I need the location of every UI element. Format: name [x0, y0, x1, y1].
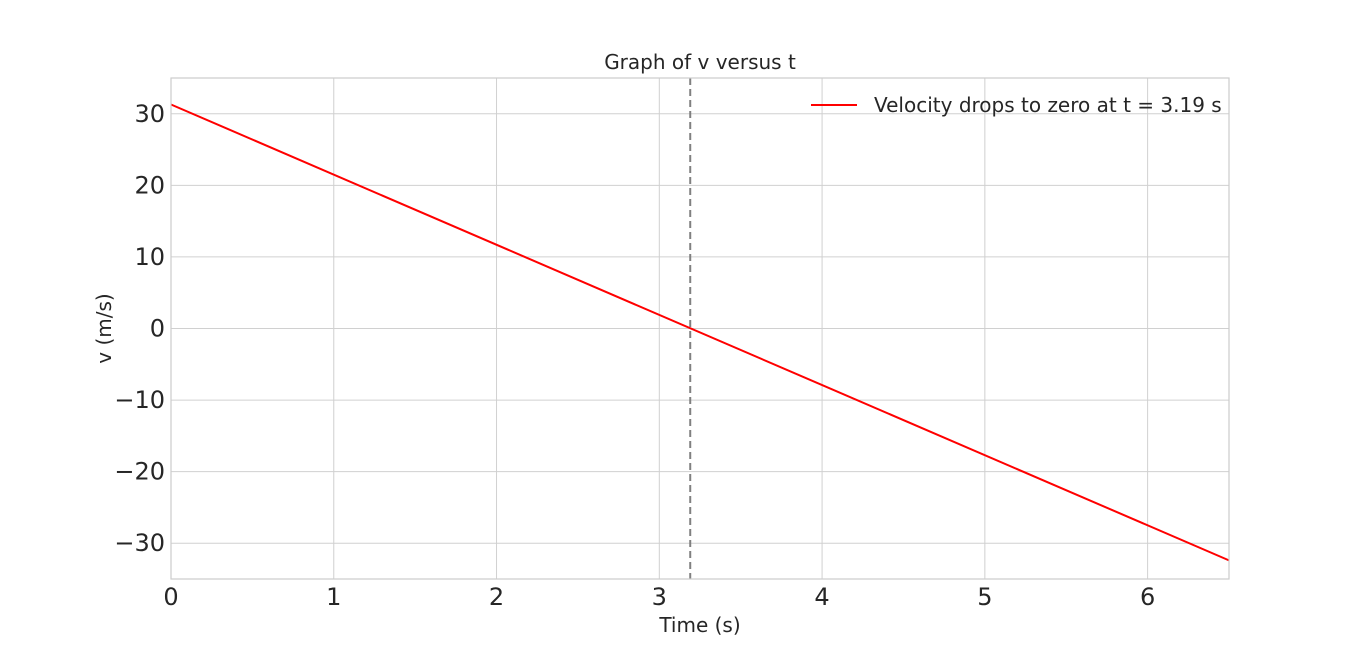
grid — [170, 78, 1229, 579]
chart-title: Graph of v versus t — [604, 50, 796, 74]
y-tick-label: −30 — [114, 529, 165, 557]
y-tick-label: −20 — [114, 458, 165, 486]
x-tick-label: 2 — [489, 583, 504, 611]
x-tick-label: 1 — [326, 583, 341, 611]
series-lines — [170, 103, 1230, 562]
x-tick-label: 4 — [814, 583, 829, 611]
y-axis-label: v (m/s) — [92, 293, 116, 363]
x-tick-label: 5 — [977, 583, 992, 611]
y-tick-labels: 30 20 10 0 −10 −20 −30 — [114, 100, 165, 557]
legend: Velocity drops to zero at t = 3.19 s — [811, 93, 1222, 117]
y-tick-label: 30 — [134, 100, 165, 128]
series-line-velocity — [170, 103, 1230, 562]
legend-label-velocity: Velocity drops to zero at t = 3.19 s — [874, 93, 1222, 117]
x-axis-label: Time (s) — [658, 613, 740, 637]
y-tick-label: 10 — [134, 243, 165, 271]
x-tick-label: 6 — [1140, 583, 1155, 611]
y-tick-label: −10 — [114, 386, 165, 414]
x-tick-labels: 0 1 2 3 4 5 6 — [163, 583, 1155, 611]
y-tick-label: 20 — [134, 171, 165, 199]
x-tick-label: 0 — [163, 583, 178, 611]
y-tick-label: 0 — [150, 315, 165, 343]
plot-frame — [170, 77, 1230, 580]
x-tick-label: 3 — [652, 583, 667, 611]
